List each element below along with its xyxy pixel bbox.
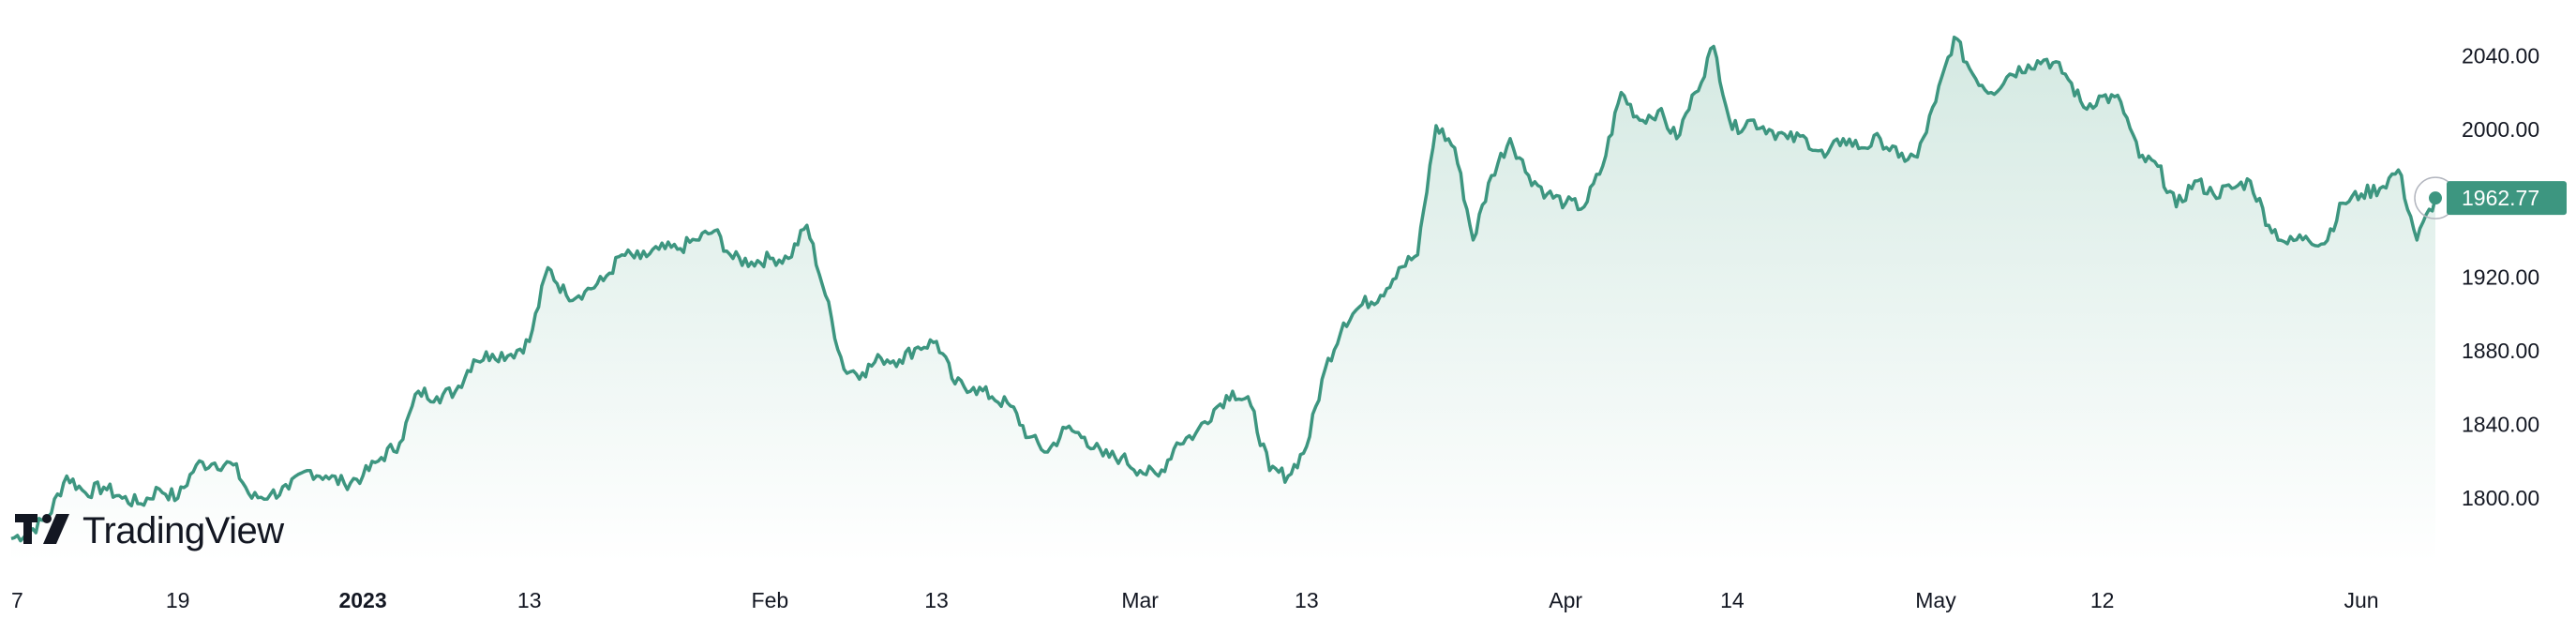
y-axis[interactable]: 1800.00 1840.00 1880.00 1920.00 2000.00 2040.… — [2462, 43, 2539, 510]
y-tick-label: 2000.00 — [2462, 117, 2539, 142]
x-tick-label: 12 — [2090, 588, 2115, 612]
y-tick-label: 1800.00 — [2462, 486, 2539, 510]
price-line-layer — [10, 35, 2437, 543]
brand-name: TradingView — [82, 510, 284, 551]
area-fill — [11, 37, 2435, 563]
x-tick-label: 14 — [1720, 588, 1745, 612]
last-price-badge — [2447, 181, 2567, 216]
last-price-dot — [2429, 191, 2442, 205]
x-tick-label: Apr — [1549, 588, 1582, 612]
x-tick-label: 13 — [924, 588, 949, 612]
last-price-text: 1962.77 — [2462, 186, 2539, 210]
x-tick-label: 13 — [1295, 588, 1319, 612]
y-tick-label: 1880.00 — [2462, 339, 2539, 363]
x-tick-label: 2023 — [338, 588, 386, 612]
x-tick-label: Feb — [752, 588, 789, 612]
x-axis[interactable]: 7 19 2023 13 Feb 13 Mar 13 Apr 14 May 12 Jun — [11, 588, 2379, 612]
area-fill-layer — [11, 37, 2435, 563]
tradingview-logo-icon — [15, 514, 69, 544]
x-tick-label: May — [1915, 588, 1956, 612]
last-price-label: 1962.77 — [2414, 176, 2567, 219]
x-tick-label: 19 — [166, 588, 190, 612]
tradingview-logo[interactable]: TradingView — [15, 510, 285, 551]
y-tick-label: 2040.00 — [2462, 43, 2539, 68]
y-tick-label: 1840.00 — [2462, 413, 2539, 437]
x-tick-label: 7 — [11, 588, 23, 612]
x-tick-label: Mar — [1121, 588, 1159, 612]
price-line — [10, 35, 2437, 543]
x-tick-label: Jun — [2344, 588, 2378, 612]
x-tick-label: 13 — [517, 588, 542, 612]
y-tick-label: 1920.00 — [2462, 264, 2539, 289]
